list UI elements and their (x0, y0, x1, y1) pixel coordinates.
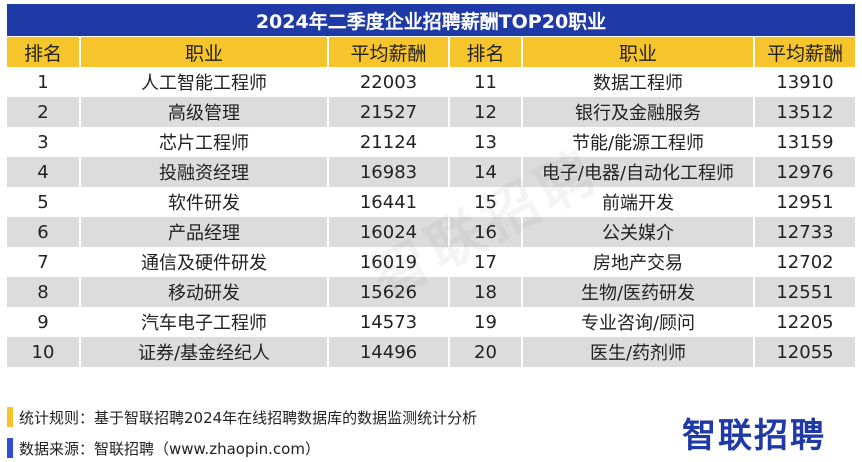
job-cell: 产品经理 (80, 217, 329, 247)
job-cell: 软件研发 (80, 187, 329, 217)
table-row: 7 通信及硬件研发 16019 17 房地产交易 12702 (7, 247, 855, 277)
salary-cell: 13512 (754, 97, 855, 127)
rank-cell: 8 (7, 277, 81, 307)
salary-cell: 14496 (328, 337, 450, 367)
table-row: 5 软件研发 16441 15 前端开发 12951 (7, 187, 855, 217)
rank-cell: 14 (449, 157, 523, 187)
rank-cell: 12 (449, 97, 523, 127)
rank-cell: 5 (7, 187, 81, 217)
salary-cell: 21527 (328, 97, 450, 127)
job-cell: 节能/能源工程师 (522, 127, 755, 157)
rank-cell: 2 (7, 97, 81, 127)
job-cell: 医生/药剂师 (522, 337, 755, 367)
salary-cell: 13910 (754, 67, 855, 97)
salary-cell: 16983 (328, 157, 450, 187)
table-row: 4 投融资经理 16983 14 电子/电器/自动化工程师 12976 (7, 157, 855, 187)
table-row: 2 高级管理 21527 12 银行及金融服务 13512 (7, 97, 855, 127)
salary-cell: 12976 (754, 157, 855, 187)
table-row: 10 证券/基金经纪人 14496 20 医生/药剂师 12055 (7, 337, 855, 367)
rule-marker (7, 407, 13, 427)
job-cell: 生物/医药研发 (522, 277, 755, 307)
header-job-left: 职业 (80, 37, 329, 67)
salary-cell: 16024 (328, 217, 450, 247)
salary-cell: 21124 (328, 127, 450, 157)
rank-cell: 6 (7, 217, 81, 247)
rank-cell: 1 (7, 67, 81, 97)
salary-cell: 12733 (754, 217, 855, 247)
rank-cell: 17 (449, 247, 523, 277)
header-job-right: 职业 (522, 37, 755, 67)
rank-cell: 11 (449, 67, 523, 97)
rank-cell: 10 (7, 337, 81, 367)
header-salary-left: 平均薪酬 (328, 37, 450, 67)
table-header-row: 排名 职业 平均薪酬 排名 职业 平均薪酬 (7, 37, 855, 67)
job-cell: 证券/基金经纪人 (80, 337, 329, 367)
salary-cell: 13159 (754, 127, 855, 157)
job-cell: 银行及金融服务 (522, 97, 755, 127)
table-row: 8 移动研发 15626 18 生物/医药研发 12551 (7, 277, 855, 307)
job-cell: 高级管理 (80, 97, 329, 127)
rank-cell: 13 (449, 127, 523, 157)
header-salary-right: 平均薪酬 (754, 37, 855, 67)
table-row: 1 人工智能工程师 22003 11 数据工程师 13910 (7, 67, 855, 97)
salary-cell: 12551 (754, 277, 855, 307)
job-cell: 房地产交易 (522, 247, 755, 277)
job-cell: 公关媒介 (522, 217, 755, 247)
table-row: 3 芯片工程师 21124 13 节能/能源工程师 13159 (7, 127, 855, 157)
salary-cell: 14573 (328, 307, 450, 337)
job-cell: 数据工程师 (522, 67, 755, 97)
salary-cell: 15626 (328, 277, 450, 307)
table-row: 9 汽车电子工程师 14573 19 专业咨询/顾问 12205 (7, 307, 855, 337)
job-cell: 芯片工程师 (80, 127, 329, 157)
job-cell: 电子/电器/自动化工程师 (522, 157, 755, 187)
footer-rule-text: 统计规则：基于智联招聘2024年在线招聘数据库的数据监测统计分析 (19, 408, 478, 427)
salary-cell: 16441 (328, 187, 450, 217)
header-rank-left: 排名 (7, 37, 81, 67)
job-cell: 投融资经理 (80, 157, 329, 187)
zhaopin-logo: 智联招聘 (682, 416, 826, 456)
job-cell: 汽车电子工程师 (80, 307, 329, 337)
salary-cell: 16019 (328, 247, 450, 277)
rank-cell: 19 (449, 307, 523, 337)
salary-cell: 12055 (754, 337, 855, 367)
footer-source-text: 数据来源：智联招聘（www.zhaopin.com） (19, 439, 320, 458)
rank-cell: 9 (7, 307, 81, 337)
job-cell: 通信及硬件研发 (80, 247, 329, 277)
rank-cell: 3 (7, 127, 81, 157)
salary-ranking-table: 排名 职业 平均薪酬 排名 职业 平均薪酬 1 人工智能工程师 22003 11… (7, 37, 855, 367)
job-cell: 前端开发 (522, 187, 755, 217)
rank-cell: 20 (449, 337, 523, 367)
job-cell: 人工智能工程师 (80, 67, 329, 97)
source-marker (7, 438, 13, 458)
table-row: 6 产品经理 16024 16 公关媒介 12733 (7, 217, 855, 247)
rank-cell: 4 (7, 157, 81, 187)
job-cell: 移动研发 (80, 277, 329, 307)
table-title: 2024年二季度企业招聘薪酬TOP20职业 (7, 4, 855, 36)
salary-cell: 12205 (754, 307, 855, 337)
header-rank-right: 排名 (449, 37, 523, 67)
rank-cell: 7 (7, 247, 81, 277)
rank-cell: 15 (449, 187, 523, 217)
rank-cell: 16 (449, 217, 523, 247)
salary-cell: 12951 (754, 187, 855, 217)
salary-cell: 22003 (328, 67, 450, 97)
rank-cell: 18 (449, 277, 523, 307)
footer-source-line: 数据来源：智联招聘（www.zhaopin.com） (7, 437, 320, 459)
salary-cell: 12702 (754, 247, 855, 277)
job-cell: 专业咨询/顾问 (522, 307, 755, 337)
footer-rule-line: 统计规则：基于智联招聘2024年在线招聘数据库的数据监测统计分析 (7, 406, 477, 428)
